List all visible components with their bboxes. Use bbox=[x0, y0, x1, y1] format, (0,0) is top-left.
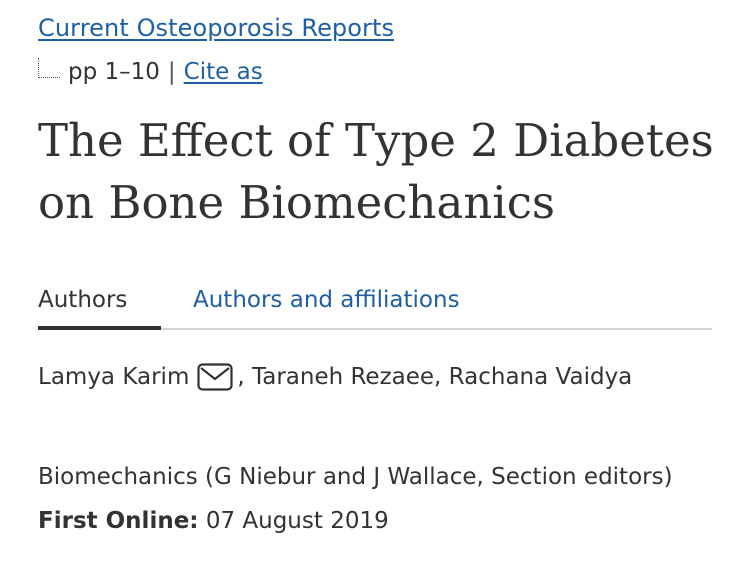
author-tabs: Authors Authors and affiliations bbox=[38, 284, 712, 330]
tab-authors[interactable]: Authors bbox=[38, 284, 161, 330]
journal-link[interactable]: Current Osteoporosis Reports bbox=[38, 14, 395, 42]
section-editors: Biomechanics (G Niebur and J Wallace, Se… bbox=[38, 464, 673, 490]
page-range: pp 1–10 bbox=[68, 59, 160, 85]
meta-row: pp 1–10 | Cite as bbox=[38, 56, 263, 88]
cite-as-link[interactable]: Cite as bbox=[183, 59, 263, 85]
tree-branch-icon bbox=[38, 58, 60, 78]
envelope-icon[interactable] bbox=[197, 363, 233, 391]
first-online-label: First Online: bbox=[38, 508, 199, 534]
article-title: The Effect of Type 2 Diabetes on Bone Bi… bbox=[38, 114, 714, 229]
tab-authors-and-affiliations[interactable]: Authors and affiliations bbox=[193, 287, 460, 313]
first-online: First Online: 07 August 2019 bbox=[38, 508, 389, 534]
author-names-rest: , Taraneh Rezaee, Rachana Vaidya bbox=[237, 364, 633, 390]
author-name[interactable]: Lamya Karim bbox=[38, 364, 190, 390]
first-online-date: 07 August 2019 bbox=[205, 508, 389, 534]
meta-separator: | bbox=[167, 59, 176, 85]
author-list: Lamya Karim , Taraneh Rezaee, Rachana Va… bbox=[38, 360, 632, 394]
